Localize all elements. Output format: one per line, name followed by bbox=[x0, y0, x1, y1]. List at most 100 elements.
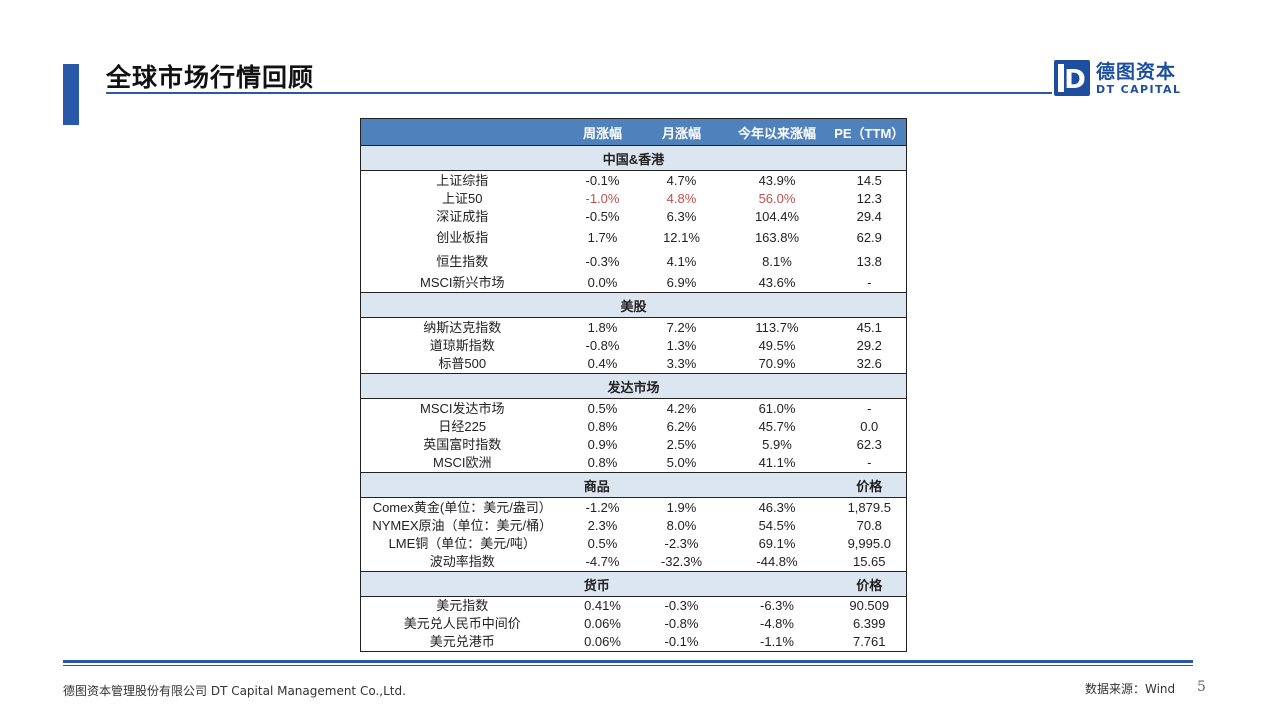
monthly-cell: 6.9% bbox=[666, 275, 697, 290]
title-underline bbox=[106, 92, 1052, 94]
pe-cell: 62.3 bbox=[856, 437, 882, 452]
table-row: 英国富时指数 0.9% 2.5% 5.9% 62.3 bbox=[361, 436, 907, 454]
weekly-cell: 0.06% bbox=[584, 616, 621, 631]
section-title: 美股 bbox=[360, 292, 907, 318]
monthly-cell: -0.1% bbox=[664, 634, 699, 649]
table-row: 创业板指 1.7% 12.1% 163.8% 62.9 bbox=[361, 226, 907, 250]
table-row: MSCI新兴市场 0.0% 6.9% 43.6% - bbox=[361, 274, 907, 293]
footer-rule-thin bbox=[63, 665, 1193, 666]
section-price-label: 价格 bbox=[832, 571, 907, 597]
table-row: 上证50 -1.0% 4.8% 56.0% 12.3 bbox=[361, 190, 907, 208]
price-cell: 1,879.5 bbox=[847, 500, 891, 515]
section-commodities: 商品 价格 bbox=[360, 472, 907, 498]
table-row: 日经225 0.8% 6.2% 45.7% 0.0 bbox=[361, 418, 907, 436]
ytd-cell: -6.3% bbox=[760, 598, 794, 613]
price-cell: 7.761 bbox=[852, 634, 886, 649]
monthly-cell: 12.1% bbox=[663, 230, 700, 245]
table-row: 深证成指 -0.5% 6.3% 104.4% 29.4 bbox=[361, 208, 907, 226]
table-row: 波动率指数 -4.7% -32.3% -44.8% 15.65 bbox=[361, 553, 907, 572]
table-row: 标普500 0.4% 3.3% 70.9% 32.6 bbox=[361, 355, 907, 374]
market-review-table: 周涨幅 月涨幅 今年以来涨幅 PE（TTM） 中国&香港 上证综指 -0.1% … bbox=[360, 118, 907, 652]
ytd-cell: 49.5% bbox=[758, 338, 796, 353]
row-name: 美元指数 bbox=[436, 598, 489, 613]
section-price-label: 价格 bbox=[832, 472, 907, 498]
ytd-cell: 113.7% bbox=[755, 320, 799, 335]
weekly-cell: 0.5% bbox=[587, 536, 618, 551]
ytd-cell: 70.9% bbox=[758, 356, 796, 371]
monthly-cell: -0.8% bbox=[664, 616, 699, 631]
monthly-cell: -2.3% bbox=[664, 536, 699, 551]
pe-cell: 62.9 bbox=[856, 230, 882, 245]
row-name: 标普500 bbox=[438, 356, 487, 371]
section-china-hk: 中国&香港 bbox=[360, 145, 907, 171]
weekly-cell: 0.4% bbox=[587, 356, 618, 371]
logo-english-name: DT CAPITAL bbox=[1096, 83, 1182, 96]
monthly-cell: 1.3% bbox=[666, 338, 697, 353]
monthly-cell: 5.0% bbox=[666, 455, 697, 470]
pe-cell: 13.8 bbox=[856, 254, 882, 269]
weekly-cell: 0.0% bbox=[587, 275, 618, 290]
weekly-cell: 1.8% bbox=[587, 320, 618, 335]
row-name: 道琼斯指数 bbox=[429, 338, 495, 353]
monthly-cell: 4.1% bbox=[666, 254, 697, 269]
price-cell: 90.509 bbox=[849, 598, 890, 613]
table-row: MSCI发达市场 0.5% 4.2% 61.0% - bbox=[361, 399, 907, 419]
row-name: 波动率指数 bbox=[429, 554, 495, 569]
monthly-cell: 3.3% bbox=[666, 356, 697, 371]
table-row: LME铜（单位：美元/吨） 0.5% -2.3% 69.1% 9,995.0 bbox=[361, 535, 907, 553]
ytd-cell: -1.1% bbox=[760, 634, 794, 649]
ytd-cell: 45.7% bbox=[758, 419, 796, 434]
ytd-cell: 43.6% bbox=[758, 275, 796, 290]
table-row: 道琼斯指数 -0.8% 1.3% 49.5% 29.2 bbox=[361, 337, 907, 355]
row-name: 恒生指数 bbox=[436, 254, 489, 269]
section-us-stocks: 美股 bbox=[360, 292, 907, 318]
ytd-cell: 41.1% bbox=[758, 455, 796, 470]
row-name: 纳斯达克指数 bbox=[423, 320, 502, 335]
pe-cell: 29.4 bbox=[856, 209, 882, 224]
ytd-cell: 8.1% bbox=[762, 254, 792, 269]
ytd-cell: 56.0% bbox=[758, 191, 796, 206]
pe-cell: - bbox=[867, 401, 872, 416]
ytd-cell: -44.8% bbox=[756, 554, 798, 569]
row-name: 英国富时指数 bbox=[423, 437, 502, 452]
row-name: MSCI欧洲 bbox=[432, 455, 492, 470]
monthly-cell: 7.2% bbox=[666, 320, 697, 335]
table-row: 恒生指数 -0.3% 4.1% 8.1% 13.8 bbox=[361, 250, 907, 274]
table-row: MSCI欧洲 0.8% 5.0% 41.1% - bbox=[361, 454, 907, 473]
logo-chinese-name: 德图资本 bbox=[1096, 61, 1177, 83]
ytd-cell: 5.9% bbox=[762, 437, 792, 452]
row-name: 美元兑人民币中间价 bbox=[403, 616, 521, 631]
price-cell: 6.399 bbox=[852, 616, 886, 631]
row-name: MSCI新兴市场 bbox=[419, 275, 505, 290]
company-logo: D 德图资本 DT CAPITAL bbox=[1054, 60, 1184, 96]
ytd-cell: 104.4% bbox=[754, 209, 800, 224]
table-row: NYMEX原油（单位：美元/桶） 2.3% 8.0% 54.5% 70.8 bbox=[361, 517, 907, 535]
monthly-cell: 4.8% bbox=[666, 191, 697, 206]
ytd-cell: 46.3% bbox=[758, 500, 796, 515]
ytd-cell: 61.0% bbox=[758, 401, 796, 416]
weekly-cell: -1.2% bbox=[585, 500, 620, 515]
monthly-cell: 4.7% bbox=[666, 173, 697, 188]
row-name: 上证综指 bbox=[436, 173, 489, 188]
weekly-cell: -0.3% bbox=[585, 254, 620, 269]
row-name: NYMEX原油（单位：美元/桶） bbox=[372, 518, 553, 533]
dt-logo-icon: D bbox=[1054, 60, 1090, 96]
monthly-cell: 1.9% bbox=[666, 500, 697, 515]
table-header-row: 周涨幅 月涨幅 今年以来涨幅 PE（TTM） bbox=[360, 118, 907, 146]
section-currencies: 货币 价格 bbox=[360, 571, 907, 597]
row-name: 美元兑港币 bbox=[429, 634, 495, 649]
section-title: 商品 bbox=[360, 472, 833, 498]
row-name: 创业板指 bbox=[436, 230, 489, 245]
header-ytd-change: 今年以来涨幅 bbox=[721, 118, 833, 146]
table-row: 美元兑人民币中间价 0.06% -0.8% -4.8% 6.399 bbox=[361, 615, 907, 633]
pe-cell: 14.5 bbox=[856, 173, 882, 188]
monthly-cell: 6.2% bbox=[666, 419, 697, 434]
section-title: 发达市场 bbox=[360, 373, 907, 399]
row-name: 深证成指 bbox=[436, 209, 489, 224]
row-name: MSCI发达市场 bbox=[419, 401, 505, 416]
weekly-cell: -0.1% bbox=[585, 173, 620, 188]
weekly-cell: -0.8% bbox=[585, 338, 620, 353]
footer-company-name: 德图资本管理股份有限公司 DT Capital Management Co.,L… bbox=[63, 684, 406, 698]
title-accent-bar bbox=[63, 64, 79, 125]
weekly-cell: 0.41% bbox=[584, 598, 621, 613]
